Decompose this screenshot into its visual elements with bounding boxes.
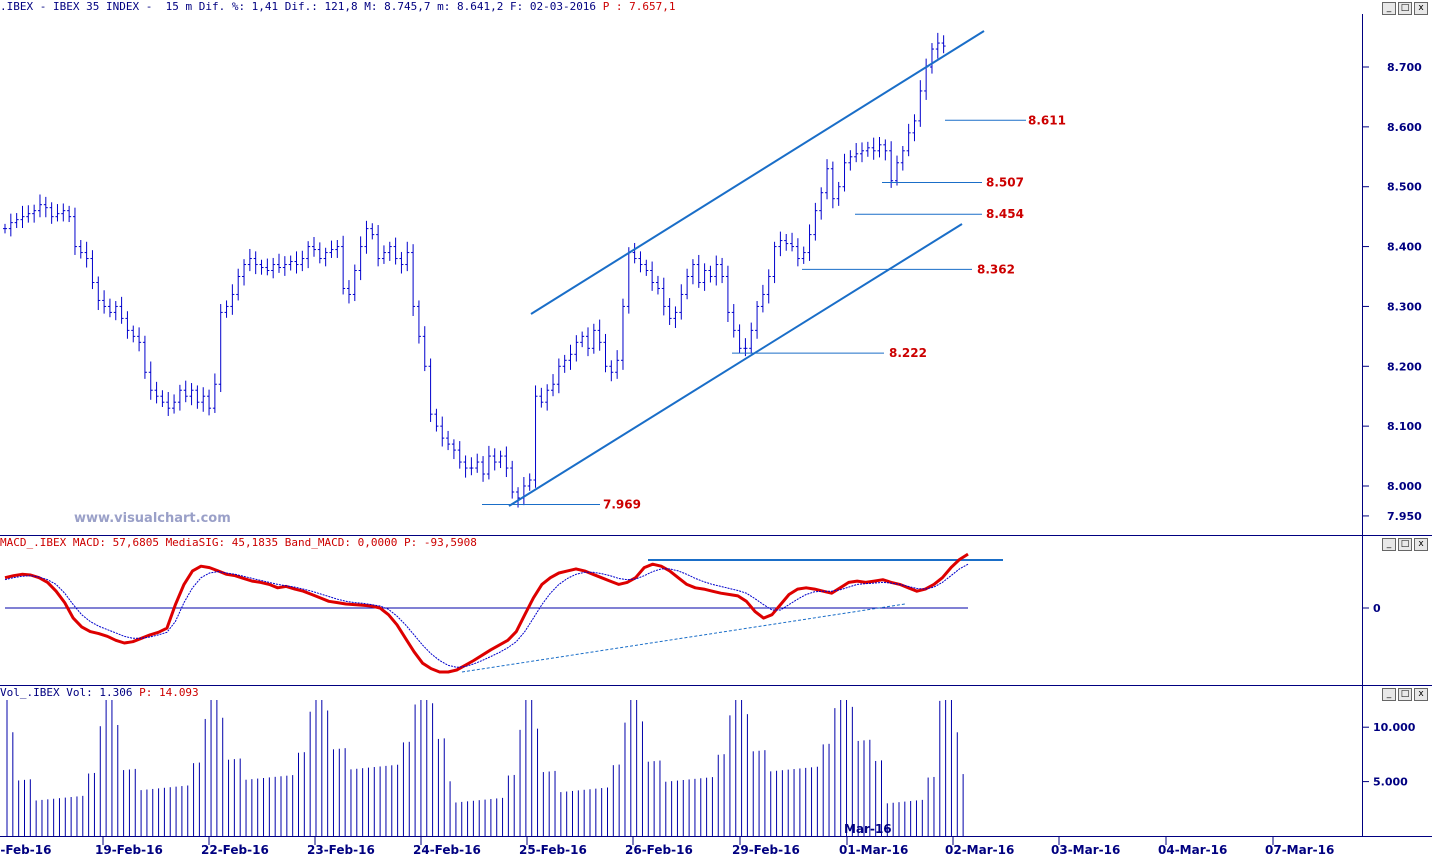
macd-window-buttons: _ □ x bbox=[1382, 538, 1428, 551]
upper-channel-line bbox=[530, 30, 985, 315]
macd-axis: 0 bbox=[1362, 536, 1432, 685]
price-axis-svg: 7.950 8.000 8.100 8.200 8.300 8.400 8.500 8.600… bbox=[1363, 61, 1422, 523]
macd-support-line bbox=[461, 603, 906, 673]
macd-pointer: P: -93,5908 bbox=[403, 536, 477, 549]
level-label: 8.222 bbox=[889, 346, 927, 360]
vol-tick-label: 5.000 bbox=[1373, 776, 1408, 789]
date-label: 23-Feb-16 bbox=[307, 843, 375, 857]
price-symbol: .IBEX - IBEX 35 INDEX - bbox=[0, 0, 153, 13]
level-label: 8.454 bbox=[986, 207, 1024, 221]
date-label: 24-Feb-16 bbox=[413, 843, 481, 857]
vol-axis-svg: 5.000 10.000 bbox=[1363, 721, 1416, 789]
date-label: 26-Feb-16 bbox=[625, 843, 693, 857]
price-tick-label: 8.000 bbox=[1387, 480, 1422, 493]
maximize-button[interactable]: □ bbox=[1398, 2, 1412, 15]
date-label: 03-Mar-16 bbox=[1051, 843, 1120, 857]
price-info: Dif. %: 1,41 Dif.: 121,8 M: 8.745,7 m: 8… bbox=[198, 0, 597, 13]
price-tick-label: 8.100 bbox=[1387, 420, 1422, 433]
vol-maximize-button[interactable]: □ bbox=[1398, 688, 1412, 701]
macd-chart[interactable] bbox=[0, 550, 1362, 685]
price-period: 15 m bbox=[165, 0, 193, 13]
price-tick-label: 8.600 bbox=[1387, 121, 1422, 134]
watermark: www.visualchart.com bbox=[74, 511, 231, 526]
price-header: .IBEX - IBEX 35 INDEX - 15 m Dif. %: 1,4… bbox=[0, 0, 1362, 14]
macd-minimize-button[interactable]: _ bbox=[1382, 538, 1396, 551]
volume-chart[interactable]: Mar-16 bbox=[0, 700, 1362, 836]
level-label: 7.969 bbox=[603, 498, 641, 512]
price-axis: 7.950 8.000 8.100 8.200 8.300 8.400 8.500 8.600… bbox=[1362, 14, 1432, 535]
macd-line bbox=[4, 552, 969, 674]
level-label: 8.507 bbox=[986, 176, 1024, 190]
pane-divider-2[interactable] bbox=[0, 685, 1432, 686]
price-tick-label: 8.500 bbox=[1387, 181, 1422, 194]
lower-channel-line bbox=[508, 223, 963, 507]
close-button[interactable]: x bbox=[1414, 2, 1428, 15]
vol-pointer: P: 14.093 bbox=[139, 686, 199, 699]
date-label: 8-Feb-16 bbox=[0, 843, 51, 857]
signal-line bbox=[4, 563, 969, 668]
date-label: 02-Mar-16 bbox=[945, 843, 1014, 857]
macd-maximize-button[interactable]: □ bbox=[1398, 538, 1412, 551]
date-axis: 8-Feb-16 19-Feb-16 22-Feb-16 23-Feb-16 24-Fe… bbox=[0, 837, 1334, 857]
date-label: 04-Mar-16 bbox=[1158, 843, 1227, 857]
level-label: 8.611 bbox=[1028, 113, 1066, 127]
price-tick-label: 7.950 bbox=[1387, 510, 1422, 523]
date-label: 19-Feb-16 bbox=[95, 843, 163, 857]
pane-divider[interactable] bbox=[0, 535, 1432, 536]
price-tick-label: 8.300 bbox=[1387, 300, 1422, 313]
price-tick-label: 8.400 bbox=[1387, 241, 1422, 254]
price-tick-label: 8.200 bbox=[1387, 360, 1422, 373]
date-label: 29-Feb-16 bbox=[732, 843, 800, 857]
macd-tick-label: 0 bbox=[1373, 602, 1381, 615]
macd-values: MACD_.IBEX MACD: 57,6805 MediaSIG: 45,18… bbox=[0, 536, 398, 549]
macd-close-button[interactable]: x bbox=[1414, 538, 1428, 551]
price-pointer: P : 7.657,1 bbox=[602, 0, 676, 13]
vol-minimize-button[interactable]: _ bbox=[1382, 688, 1396, 701]
vol-axis: 5.000 10.000 bbox=[1362, 686, 1432, 836]
price-chart[interactable]: 7.969 8.222 8.362 8.454 8.507 8.611 bbox=[0, 14, 1362, 535]
macd-axis-svg: 0 bbox=[1363, 602, 1381, 615]
price-tick-label: 8.700 bbox=[1387, 61, 1422, 74]
level-label: 8.362 bbox=[977, 262, 1015, 276]
month-label: Mar-16 bbox=[844, 822, 892, 836]
vol-header: Vol_.IBEX Vol: 1.306 P: 14.093 bbox=[0, 686, 1362, 700]
date-label: 25-Feb-16 bbox=[519, 843, 587, 857]
vol-values: Vol_.IBEX Vol: 1.306 bbox=[0, 686, 133, 699]
date-label: 01-Mar-16 bbox=[839, 843, 908, 857]
price-window-buttons: _ □ x bbox=[1382, 2, 1428, 15]
minimize-button[interactable]: _ bbox=[1382, 2, 1396, 15]
date-axis-divider bbox=[0, 836, 1432, 837]
date-label: 22-Feb-16 bbox=[201, 843, 269, 857]
vol-close-button[interactable]: x bbox=[1414, 688, 1428, 701]
vol-window-buttons: _ □ x bbox=[1382, 688, 1428, 701]
macd-header: MACD_.IBEX MACD: 57,6805 MediaSIG: 45,18… bbox=[0, 536, 1362, 550]
vol-tick-label: 10.000 bbox=[1373, 721, 1416, 734]
date-label: 07-Mar-16 bbox=[1265, 843, 1334, 857]
